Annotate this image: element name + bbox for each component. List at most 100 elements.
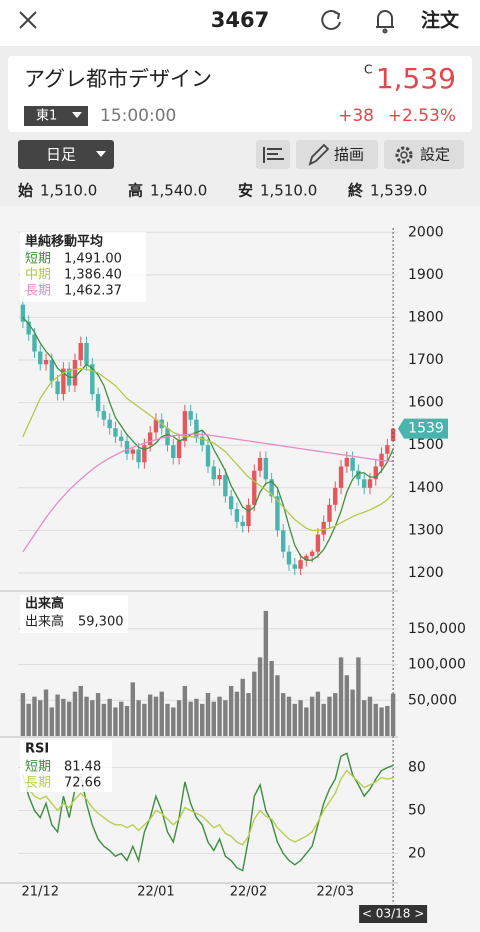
y-tick-label: 1800 bbox=[408, 309, 444, 325]
candle-body bbox=[171, 445, 176, 458]
x-tick-label: 21/12 bbox=[22, 885, 59, 900]
candle-body bbox=[361, 479, 367, 488]
y-tick-label: 1300 bbox=[408, 522, 444, 538]
legend-value: 72.66 bbox=[64, 776, 101, 791]
y-tick-label: 80 bbox=[408, 760, 426, 776]
volume-bar bbox=[298, 700, 303, 736]
price: 1,539 bbox=[376, 62, 456, 95]
volume-bar bbox=[281, 693, 286, 736]
candle-body bbox=[234, 509, 240, 522]
volume-bar bbox=[257, 657, 263, 736]
candle-body bbox=[223, 475, 228, 497]
volume-bar bbox=[49, 707, 55, 736]
volume-bar bbox=[43, 689, 49, 736]
ohlc-label: 終 bbox=[348, 182, 364, 200]
y-tick-label: 1500 bbox=[408, 437, 444, 453]
volume-bar bbox=[72, 691, 78, 736]
volume-bar bbox=[315, 691, 321, 736]
volume-bar bbox=[182, 685, 188, 736]
candle-body bbox=[147, 432, 153, 446]
settings-label: 設定 bbox=[420, 146, 450, 164]
candle-body bbox=[78, 342, 83, 361]
volume-bar bbox=[153, 696, 159, 736]
legend-title: 単純移動平均 bbox=[25, 234, 103, 250]
candle-body bbox=[304, 555, 309, 561]
volume-bar bbox=[176, 700, 182, 736]
volume-bar bbox=[361, 700, 367, 736]
legend-value: 81.48 bbox=[64, 760, 101, 775]
candle-body bbox=[26, 321, 31, 335]
volume-bar bbox=[165, 703, 170, 736]
candle-body bbox=[217, 475, 222, 480]
candle-body bbox=[90, 364, 95, 395]
volume-bar bbox=[200, 703, 205, 736]
candle-body bbox=[286, 551, 292, 565]
volume-bar bbox=[136, 700, 141, 736]
candle-body bbox=[356, 470, 361, 480]
volume-bar bbox=[217, 696, 222, 736]
ohlc-label: 安 bbox=[238, 182, 253, 200]
y-tick-label: 100,000 bbox=[408, 657, 466, 673]
legend-value: 1,491.00 bbox=[64, 252, 122, 267]
candle-body bbox=[327, 504, 332, 522]
volume-bar bbox=[373, 703, 378, 736]
volume-bar bbox=[20, 693, 26, 736]
candle-body bbox=[194, 419, 199, 437]
legend-value: 1,462.37 bbox=[64, 284, 122, 299]
volume-bar bbox=[367, 696, 373, 736]
candle-body bbox=[113, 428, 118, 437]
quote-card bbox=[8, 56, 472, 132]
refresh-button[interactable] bbox=[321, 9, 341, 30]
candle-body bbox=[43, 360, 49, 365]
legend-name: 出来高 bbox=[25, 614, 64, 630]
volume-bar bbox=[333, 693, 338, 736]
volume-bar bbox=[84, 696, 89, 736]
cursor-box bbox=[359, 905, 428, 923]
rsi-line bbox=[22, 752, 394, 872]
volume-bar bbox=[304, 707, 309, 736]
candle-body bbox=[344, 457, 350, 467]
close-button[interactable] bbox=[19, 11, 37, 29]
y-tick-label: 1600 bbox=[408, 395, 444, 411]
volume-bar bbox=[263, 610, 269, 736]
candle-body bbox=[55, 381, 60, 395]
candle-body bbox=[252, 470, 257, 505]
candle-body bbox=[298, 560, 303, 569]
alert-button[interactable] bbox=[376, 10, 394, 34]
market-select[interactable] bbox=[24, 106, 88, 126]
volume-bar bbox=[211, 701, 216, 736]
legend-name: 中期 bbox=[25, 268, 51, 283]
candle-body bbox=[136, 449, 141, 463]
candle-body bbox=[61, 368, 66, 395]
candle-body bbox=[263, 457, 269, 480]
volume-bar bbox=[223, 700, 228, 736]
ohlc-value: 1,539.0 bbox=[370, 182, 427, 200]
dropdown-arrow bbox=[96, 151, 106, 157]
candle-body bbox=[130, 449, 135, 454]
candle-body bbox=[200, 436, 205, 446]
candle-body bbox=[275, 496, 280, 531]
y-tick-label: 1700 bbox=[408, 352, 444, 368]
candle-body bbox=[228, 496, 234, 510]
volume-bar bbox=[385, 705, 390, 736]
candle-body bbox=[315, 534, 321, 552]
legend-box bbox=[20, 740, 112, 792]
candle-body bbox=[240, 521, 245, 527]
volume-bar bbox=[205, 693, 211, 736]
gear-icon bbox=[395, 146, 413, 164]
c-mark: C bbox=[364, 63, 372, 77]
candle-body bbox=[333, 487, 338, 505]
volume-bar bbox=[159, 691, 164, 736]
volume-bar bbox=[147, 694, 153, 736]
volume-bar bbox=[107, 698, 112, 736]
volume-bar bbox=[119, 701, 124, 736]
moving-average-line bbox=[22, 316, 394, 561]
legend-name: 短期 bbox=[25, 252, 51, 267]
ohlc-label: 始 bbox=[18, 182, 33, 200]
y-tick-label: 1900 bbox=[408, 267, 444, 283]
period-select[interactable] bbox=[18, 140, 114, 169]
ohlc-value: 1,510.0 bbox=[260, 182, 317, 200]
volume-bar bbox=[252, 671, 257, 736]
order-button[interactable]: 注文 bbox=[421, 9, 460, 32]
ohlc-value: 1,540.0 bbox=[150, 182, 207, 200]
